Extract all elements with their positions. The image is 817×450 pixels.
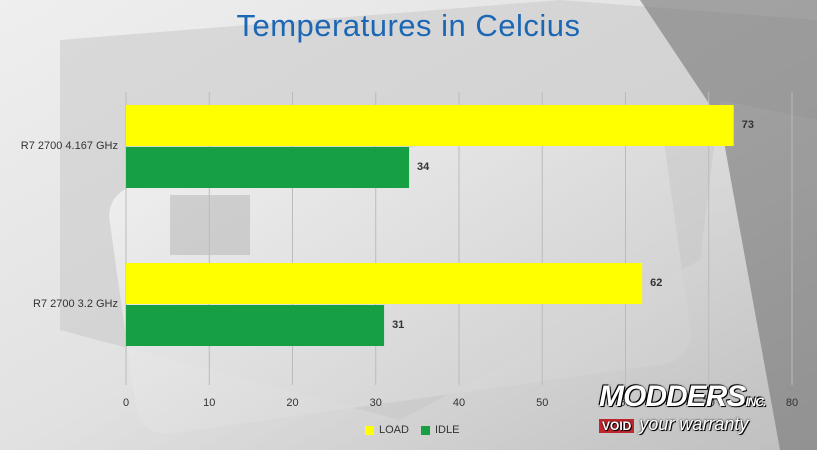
bar-load-0 [126,105,734,146]
x-tick-label-20: 20 [286,397,299,409]
bar-idle-1 [126,305,385,346]
x-tick-label-50: 50 [536,397,549,409]
data-label-idle-0: 34 [417,160,430,173]
chart-title: Temperatures in Celcius [236,8,581,43]
x-tick-label-80: 80 [785,397,799,409]
bar-idle-0 [126,147,410,188]
x-tick-label-60: 60 [619,397,632,409]
legend-label-idle: IDLE [434,424,460,436]
category-label-0: R7 2700 4.167 GHz [20,140,118,152]
data-label-load-0: 73 [741,118,754,131]
data-label-idle-1: 31 [392,318,405,331]
legend: LOAD IDLE [365,424,465,436]
bar-load-1 [126,263,643,304]
x-tick-label-10: 10 [203,397,216,409]
legend-item-load: LOAD [365,424,409,436]
watermark-logo: MODDERSINC. VOID your warranty [599,380,766,434]
x-tick-label-70: 70 [702,397,715,409]
legend-label-load: LOAD [379,424,409,436]
category-label-1: R7 2700 3.2 GHz [33,298,118,310]
legend-swatch-idle [420,425,430,435]
legend-swatch-load [365,425,374,435]
bars [126,105,734,346]
x-tick-label-0: 0 [122,397,130,409]
x-tick-label-30: 30 [369,397,382,409]
data-label-load-1: 62 [650,276,663,289]
x-tick-label-40: 40 [452,397,466,409]
legend-item-idle: IDLE [420,424,460,436]
